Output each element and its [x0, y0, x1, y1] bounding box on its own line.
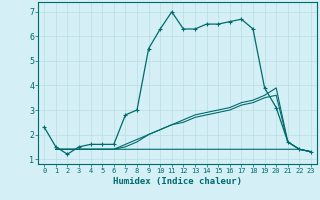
X-axis label: Humidex (Indice chaleur): Humidex (Indice chaleur) [113, 177, 242, 186]
